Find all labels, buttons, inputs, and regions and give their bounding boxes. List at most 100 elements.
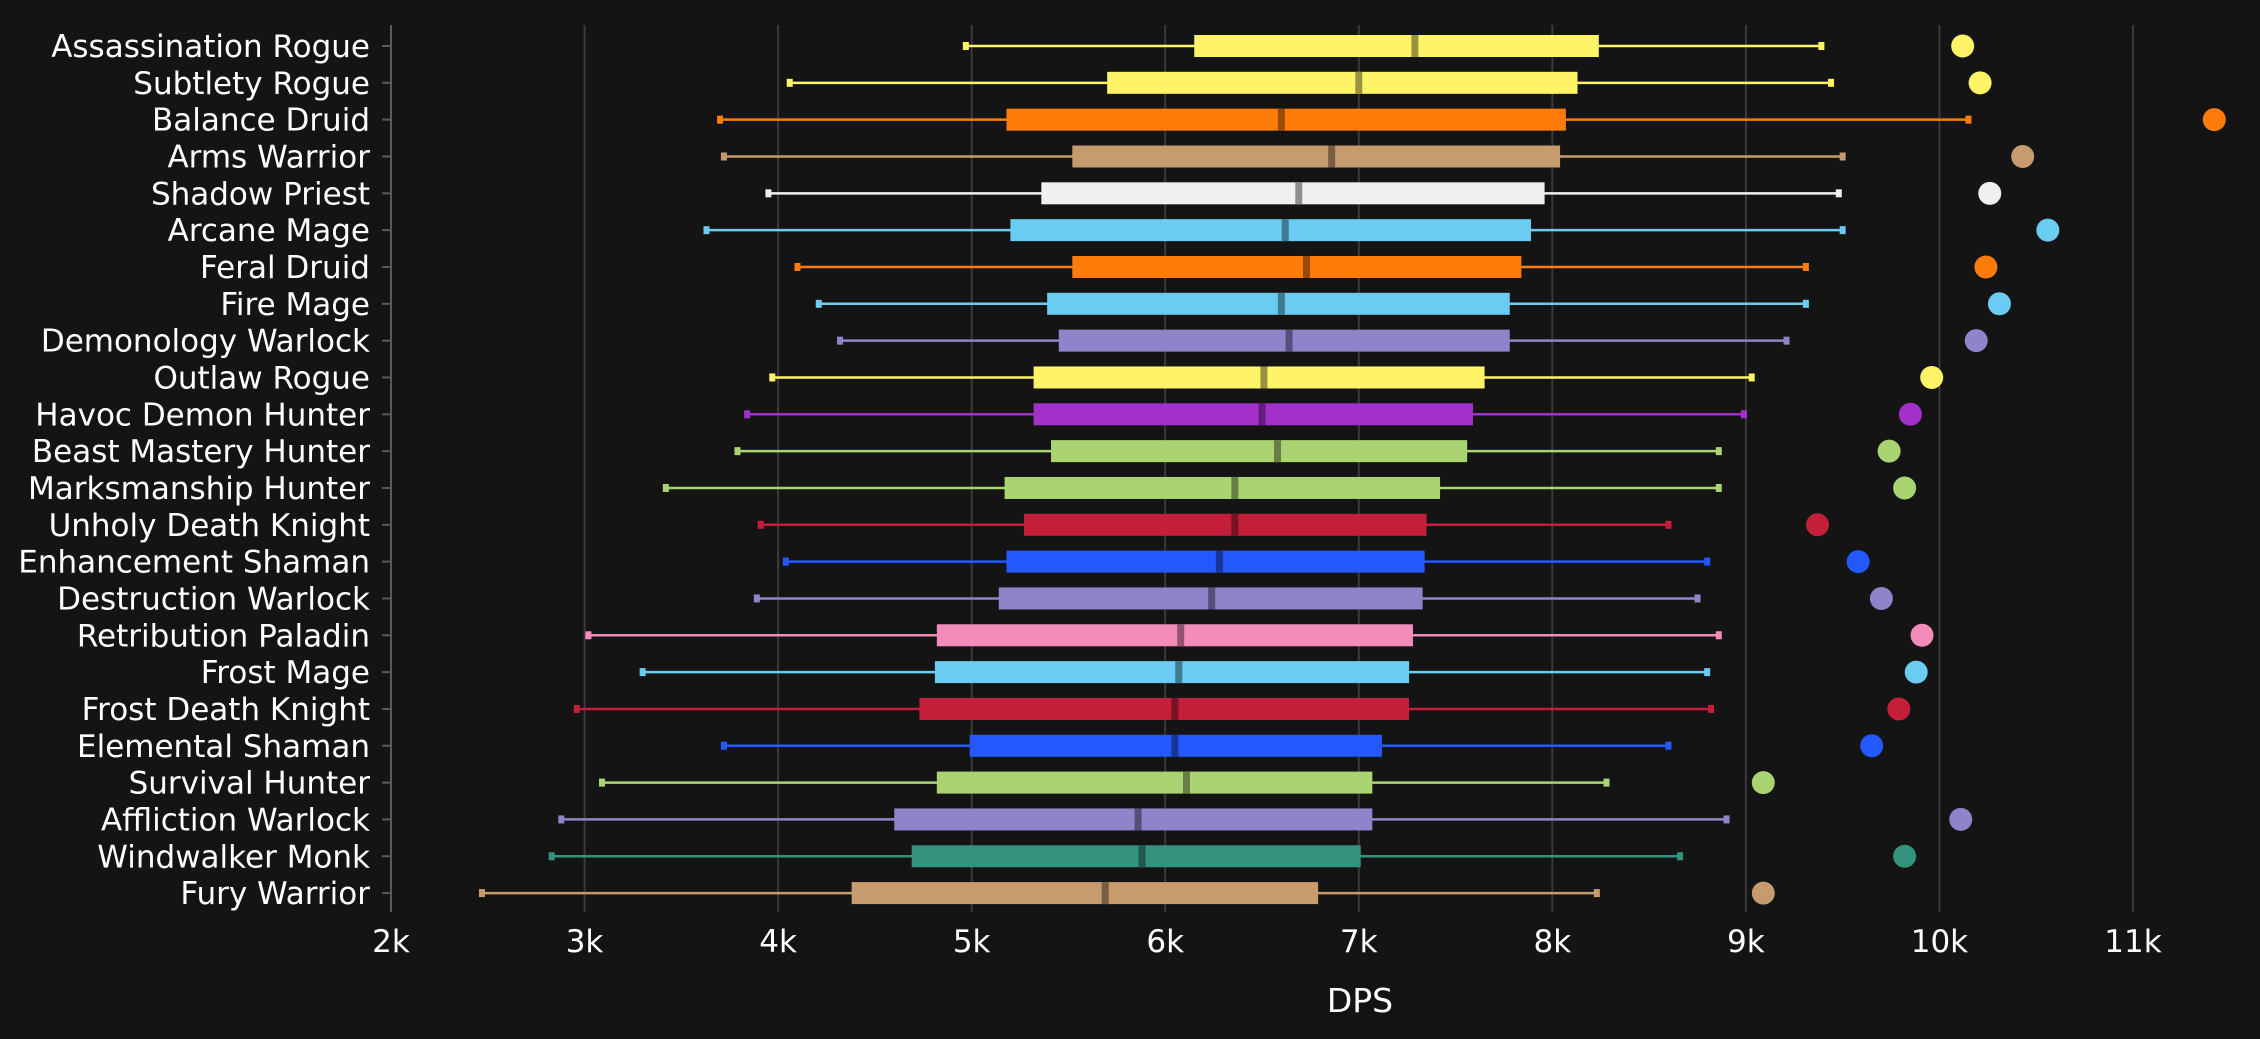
- iqr-box: [1194, 35, 1599, 57]
- category-label: Subtlety Rogue: [133, 66, 370, 102]
- iqr-box: [1107, 71, 1578, 94]
- whisker-min-cap: [769, 373, 776, 382]
- median-marker: [1411, 35, 1419, 57]
- median-marker: [1171, 734, 1179, 757]
- median-marker: [1138, 845, 1146, 868]
- whisker-min-cap: [782, 557, 789, 566]
- whisker-min-cap: [703, 226, 710, 235]
- median-marker: [1101, 882, 1109, 905]
- category-label: Unholy Death Knight: [49, 508, 370, 544]
- outlier-point: [1887, 697, 1911, 721]
- median-marker: [1273, 440, 1281, 463]
- x-tick-label: 10k: [1911, 924, 1968, 960]
- iqr-box: [934, 661, 1410, 684]
- outlier-point: [1987, 292, 2011, 316]
- outlier-point: [1877, 439, 1901, 463]
- iqr-box: [1033, 366, 1485, 389]
- whisker-min-cap: [662, 483, 669, 492]
- category-label: Frost Mage: [201, 655, 370, 691]
- whisker-max-cap: [1835, 189, 1842, 198]
- whisker-max-cap: [1593, 889, 1600, 898]
- iqr-box: [1051, 440, 1468, 463]
- median-marker: [1260, 366, 1268, 389]
- category-label: Windwalker Monk: [97, 839, 370, 875]
- outlier-point: [1949, 807, 1973, 831]
- category-label: Fury Warrior: [180, 876, 370, 912]
- outlier-point: [1898, 402, 1922, 426]
- category-label: Arms Warrior: [167, 139, 370, 175]
- whisker-min-cap: [962, 42, 969, 50]
- iqr-box: [1072, 145, 1561, 168]
- iqr-box: [911, 845, 1361, 868]
- whisker-min-cap: [639, 668, 646, 677]
- category-label: Enhancement Shaman: [18, 545, 370, 581]
- category-label: Fire Mage: [220, 287, 370, 323]
- whisker-max-cap: [1694, 594, 1701, 603]
- outlier-point: [1846, 550, 1870, 574]
- category-label: Affliction Warlock: [101, 802, 370, 838]
- median-marker: [1295, 182, 1303, 205]
- x-tick-label: 3k: [566, 924, 604, 960]
- median-marker: [1215, 550, 1223, 573]
- iqr-box: [1006, 108, 1566, 131]
- whisker-max-cap: [1677, 852, 1684, 861]
- iqr-box: [1058, 329, 1510, 352]
- median-marker: [1281, 219, 1289, 242]
- category-label: Feral Druid: [200, 250, 370, 286]
- outlier-point: [1893, 844, 1917, 868]
- whisker-max-cap: [1839, 152, 1846, 161]
- median-marker: [1355, 71, 1363, 94]
- outlier-point: [1751, 881, 1775, 905]
- category-label: Shadow Priest: [151, 176, 370, 212]
- median-marker: [1328, 145, 1336, 168]
- category-label: Beast Mastery Hunter: [32, 434, 370, 470]
- whisker-max-cap: [1665, 741, 1672, 750]
- outlier-point: [1893, 476, 1917, 500]
- whisker-min-cap: [837, 336, 844, 345]
- median-marker: [1231, 476, 1239, 499]
- iqr-box: [894, 808, 1373, 831]
- whisker-min-cap: [573, 704, 580, 713]
- whisker-max-cap: [1828, 78, 1835, 87]
- outlier-point: [1964, 329, 1988, 353]
- outlier-points: [1751, 34, 2226, 905]
- iqr-box: [919, 697, 1410, 720]
- outlier-point: [1968, 71, 1992, 95]
- whisker-min-cap: [548, 852, 555, 861]
- whisker-min-cap: [734, 447, 741, 456]
- whisker-min-cap: [558, 815, 565, 824]
- median-marker: [1303, 255, 1311, 278]
- whisker-min-cap: [757, 520, 764, 529]
- category-label: Destruction Warlock: [57, 581, 370, 617]
- whisker-min-cap: [753, 594, 760, 603]
- category-label: Survival Hunter: [129, 766, 371, 802]
- x-axis-title: DPS: [1327, 981, 1393, 1020]
- whisker-min-cap: [478, 889, 485, 898]
- median-marker: [1171, 697, 1179, 720]
- category-label: Marksmanship Hunter: [28, 471, 370, 507]
- whisker-max-cap: [1704, 557, 1711, 566]
- median-marker: [1183, 771, 1191, 794]
- whisker-min-cap: [765, 189, 772, 198]
- whisker-max-cap: [1802, 262, 1809, 271]
- x-tick-label: 6k: [1146, 924, 1184, 960]
- outlier-point: [1860, 734, 1884, 758]
- x-tick-label: 7k: [1340, 924, 1378, 960]
- outlier-point: [2036, 218, 2060, 242]
- median-marker: [1258, 403, 1266, 426]
- whisker-max-cap: [1818, 42, 1825, 50]
- outlier-point: [1951, 34, 1975, 58]
- whisker-max-cap: [1802, 299, 1809, 308]
- iqr-box: [1041, 182, 1545, 205]
- whisker-min-cap: [786, 78, 793, 87]
- category-label: Demonology Warlock: [41, 324, 370, 360]
- whisker-max-cap: [1783, 336, 1790, 345]
- x-tick-label: 9k: [1727, 924, 1765, 960]
- category-label: Outlaw Rogue: [153, 360, 370, 396]
- iqr-box: [851, 882, 1319, 905]
- median-marker: [1231, 513, 1239, 536]
- outlier-point: [1806, 513, 1830, 537]
- whisker-min-cap: [585, 631, 592, 640]
